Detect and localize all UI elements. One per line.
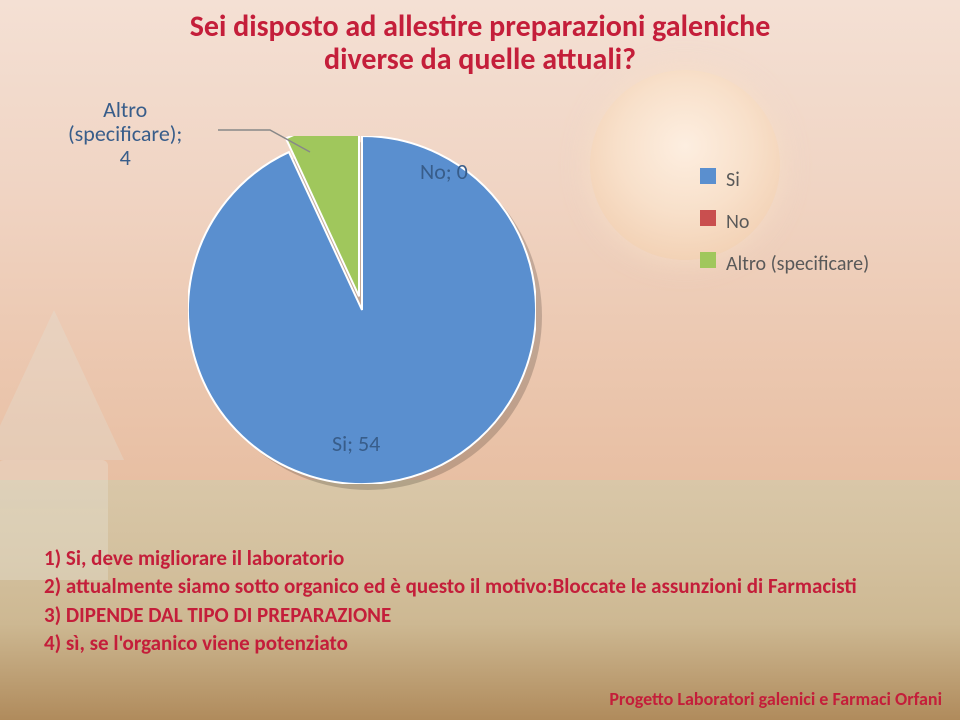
callout-altro: Altro (specificare); 4 (68, 98, 182, 171)
footer-text: Progetto Laboratori galenici e Farmaci O… (609, 688, 942, 710)
notes-block: 1) Si, deve migliorare il laboratorio 2)… (44, 545, 916, 658)
note-1: 1) Si, deve migliorare il laboratorio (44, 545, 916, 571)
callout-altro-l2: (specificare); (68, 122, 182, 146)
callout-si: Si; 54 (332, 430, 380, 457)
legend-label-no: No (726, 210, 749, 234)
callout-si-text: Si; 54 (332, 430, 380, 457)
callout-no: No; 0 (420, 158, 468, 185)
legend-swatch-no (700, 210, 716, 226)
legend-item-no: No (700, 210, 869, 234)
callout-altro-l3: 4 (68, 146, 182, 170)
title-line1: Sei disposto ad allestire preparazioni g… (190, 8, 771, 45)
legend-swatch-si (700, 168, 716, 184)
legend-item-altro: Altro (specificare) (700, 252, 869, 276)
legend-label-si: Si (726, 168, 740, 192)
legend: Si No Altro (specificare) (700, 168, 869, 294)
chart-title: Sei disposto ad allestire preparazioni g… (0, 10, 960, 76)
note-4: 4) sì, se l'organico viene potenziato (44, 630, 916, 656)
note-3: 3) DIPENDE DAL TIPO DI PREPARAZIONE (44, 602, 916, 628)
legend-item-si: Si (700, 168, 869, 192)
title-line2: diverse da quelle attuali? (324, 41, 636, 78)
legend-swatch-altro (700, 252, 716, 268)
callout-no-text: No; 0 (420, 158, 468, 185)
callout-altro-l1: Altro (68, 98, 182, 122)
legend-label-altro: Altro (specificare) (726, 252, 869, 276)
note-2: 2) attualmente siamo sotto organico ed è… (44, 573, 916, 599)
